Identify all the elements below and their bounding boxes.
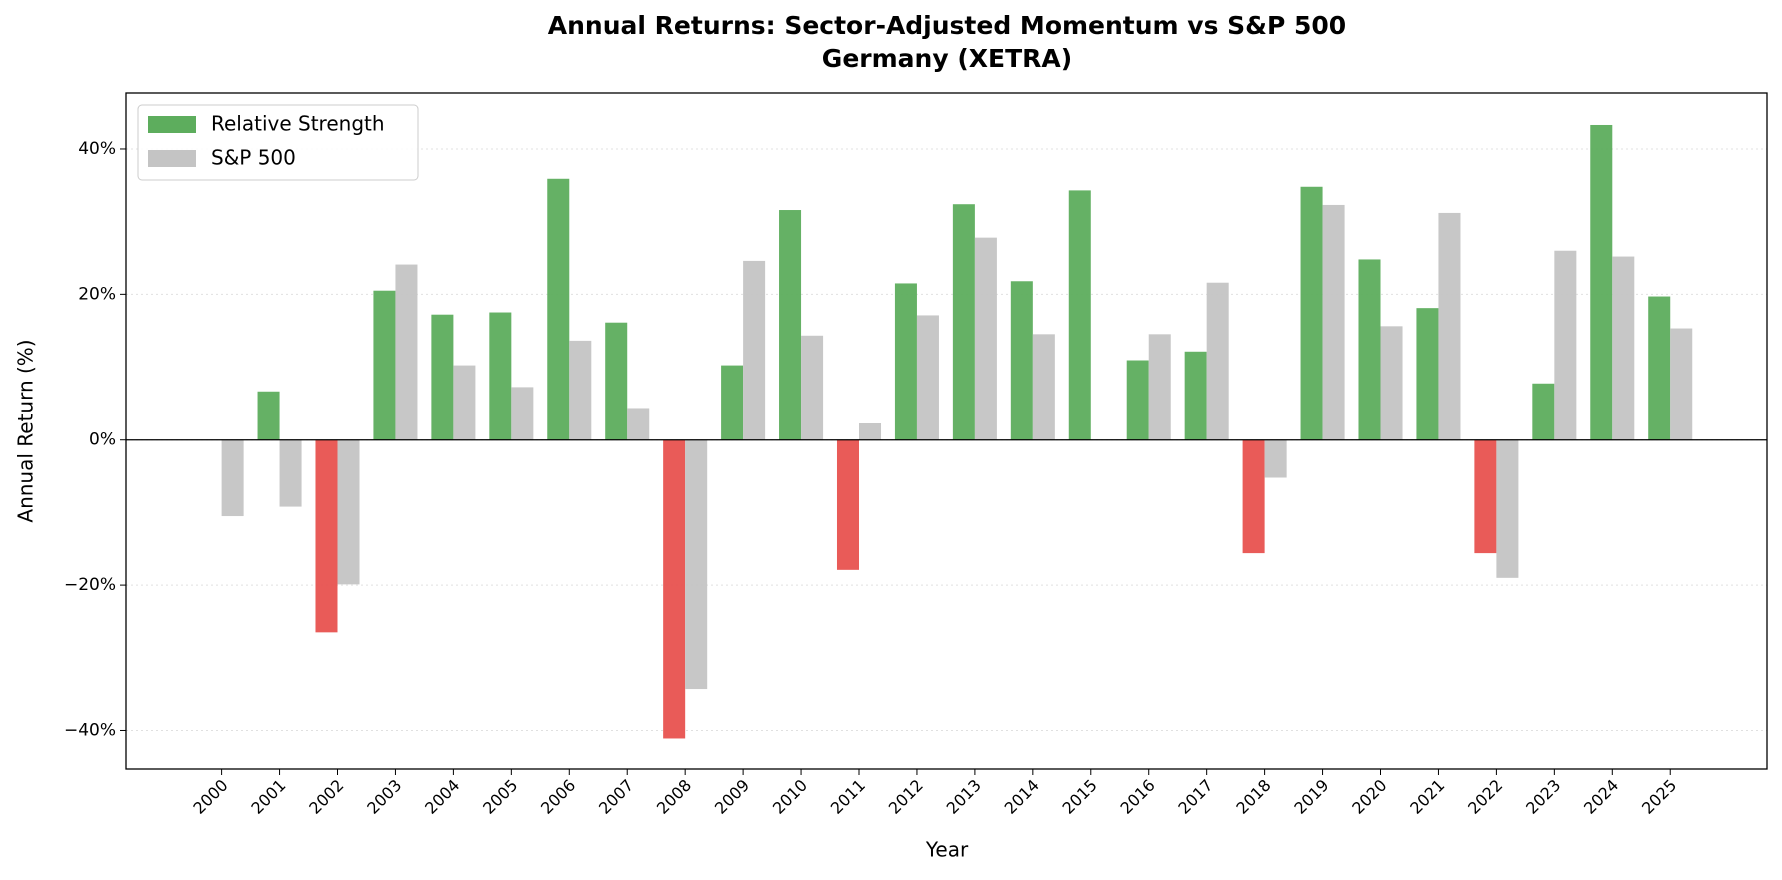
x-tick-label: 2018: [1232, 776, 1274, 818]
x-tick-label: 2013: [943, 776, 985, 818]
bar: [952, 204, 975, 440]
bar: [431, 314, 454, 440]
bar: [547, 178, 570, 440]
bar: [743, 260, 766, 440]
bar: [315, 439, 338, 633]
bar: [627, 408, 650, 440]
bar: [1438, 212, 1461, 440]
plot-frame: [125, 92, 1768, 770]
x-tick-label: 2022: [1464, 776, 1506, 818]
bar: [1242, 439, 1265, 554]
bar: [279, 439, 302, 507]
x-tick-label: 2008: [653, 776, 695, 818]
bar: [569, 340, 592, 440]
bar: [221, 439, 244, 517]
bar: [1126, 360, 1149, 440]
bar: [1068, 190, 1091, 440]
bar: [1032, 334, 1055, 440]
bar: [1380, 326, 1403, 440]
bar: [1612, 256, 1635, 440]
x-tick-label: 2001: [247, 776, 289, 818]
bar: [1264, 439, 1287, 478]
x-axis-label: Year: [925, 838, 969, 862]
x-tick-label: 2009: [711, 776, 753, 818]
bar: [1474, 439, 1497, 554]
y-tick-label: −20%: [64, 575, 116, 595]
legend-swatch: [148, 116, 196, 133]
x-tick-label: 2014: [1001, 776, 1043, 818]
y-tick-label: 20%: [78, 284, 116, 304]
x-tick-label: 2017: [1174, 776, 1216, 818]
x-tick-label: 2002: [305, 776, 347, 818]
x-tick-label: 2019: [1290, 776, 1332, 818]
bar: [1496, 439, 1519, 578]
bar: [395, 264, 418, 440]
chart-subtitle: Germany (XETRA): [822, 44, 1072, 73]
bar: [453, 365, 476, 440]
x-tick-label: 2016: [1117, 776, 1159, 818]
x-tick-label: 2025: [1638, 776, 1680, 818]
bar: [1300, 186, 1323, 440]
legend-label: S&P 500: [211, 146, 296, 170]
bar: [916, 315, 939, 440]
x-tick-label: 2004: [421, 776, 463, 818]
bar: [685, 439, 708, 690]
x-tick-label: 2007: [595, 776, 637, 818]
bar: [779, 210, 802, 440]
bar: [1670, 328, 1693, 440]
bar: [1184, 351, 1207, 440]
legend-label: Relative Strength: [211, 112, 385, 136]
bar: [257, 391, 280, 440]
bar: [721, 365, 744, 440]
y-axis-label: Annual Return (%): [14, 339, 38, 522]
bar: [663, 439, 686, 739]
bar: [1554, 250, 1577, 440]
bar: [1358, 259, 1381, 440]
x-tick-label: 2021: [1406, 776, 1448, 818]
legend-box: [137, 104, 419, 181]
bar: [859, 423, 882, 440]
bar: [1322, 204, 1345, 440]
x-tick-label: 2000: [189, 776, 231, 818]
bar: [974, 237, 997, 440]
bar: [1416, 308, 1439, 440]
y-tick-label: 0%: [89, 430, 116, 450]
bar: [1010, 281, 1033, 440]
y-tick-label: 40%: [78, 139, 116, 159]
bar: [511, 387, 534, 440]
bar: [1206, 282, 1229, 440]
bar: [337, 439, 360, 585]
bar: [1532, 383, 1555, 440]
bar: [489, 312, 512, 440]
bar: [801, 335, 824, 440]
x-tick-label: 2006: [537, 776, 579, 818]
bar: [1590, 124, 1613, 440]
x-tick-label: 2020: [1348, 776, 1390, 818]
bar: [1148, 334, 1171, 440]
bar: [373, 290, 396, 440]
bar: [894, 283, 917, 440]
x-tick-label: 2010: [769, 776, 811, 818]
x-tick-label: 2024: [1580, 776, 1622, 818]
legend-swatch: [148, 150, 196, 167]
x-tick-label: 2003: [363, 776, 405, 818]
x-tick-label: 2015: [1059, 776, 1101, 818]
bar: [605, 322, 628, 440]
x-tick-label: 2011: [827, 776, 869, 818]
bar: [1648, 296, 1671, 440]
x-tick-label: 2012: [885, 776, 927, 818]
chart-title: Annual Returns: Sector-Adjusted Momentum…: [548, 11, 1346, 40]
x-tick-label: 2005: [479, 776, 521, 818]
bar: [836, 439, 860, 570]
y-tick-label: −40%: [64, 720, 116, 740]
x-tick-label: 2023: [1522, 776, 1564, 818]
